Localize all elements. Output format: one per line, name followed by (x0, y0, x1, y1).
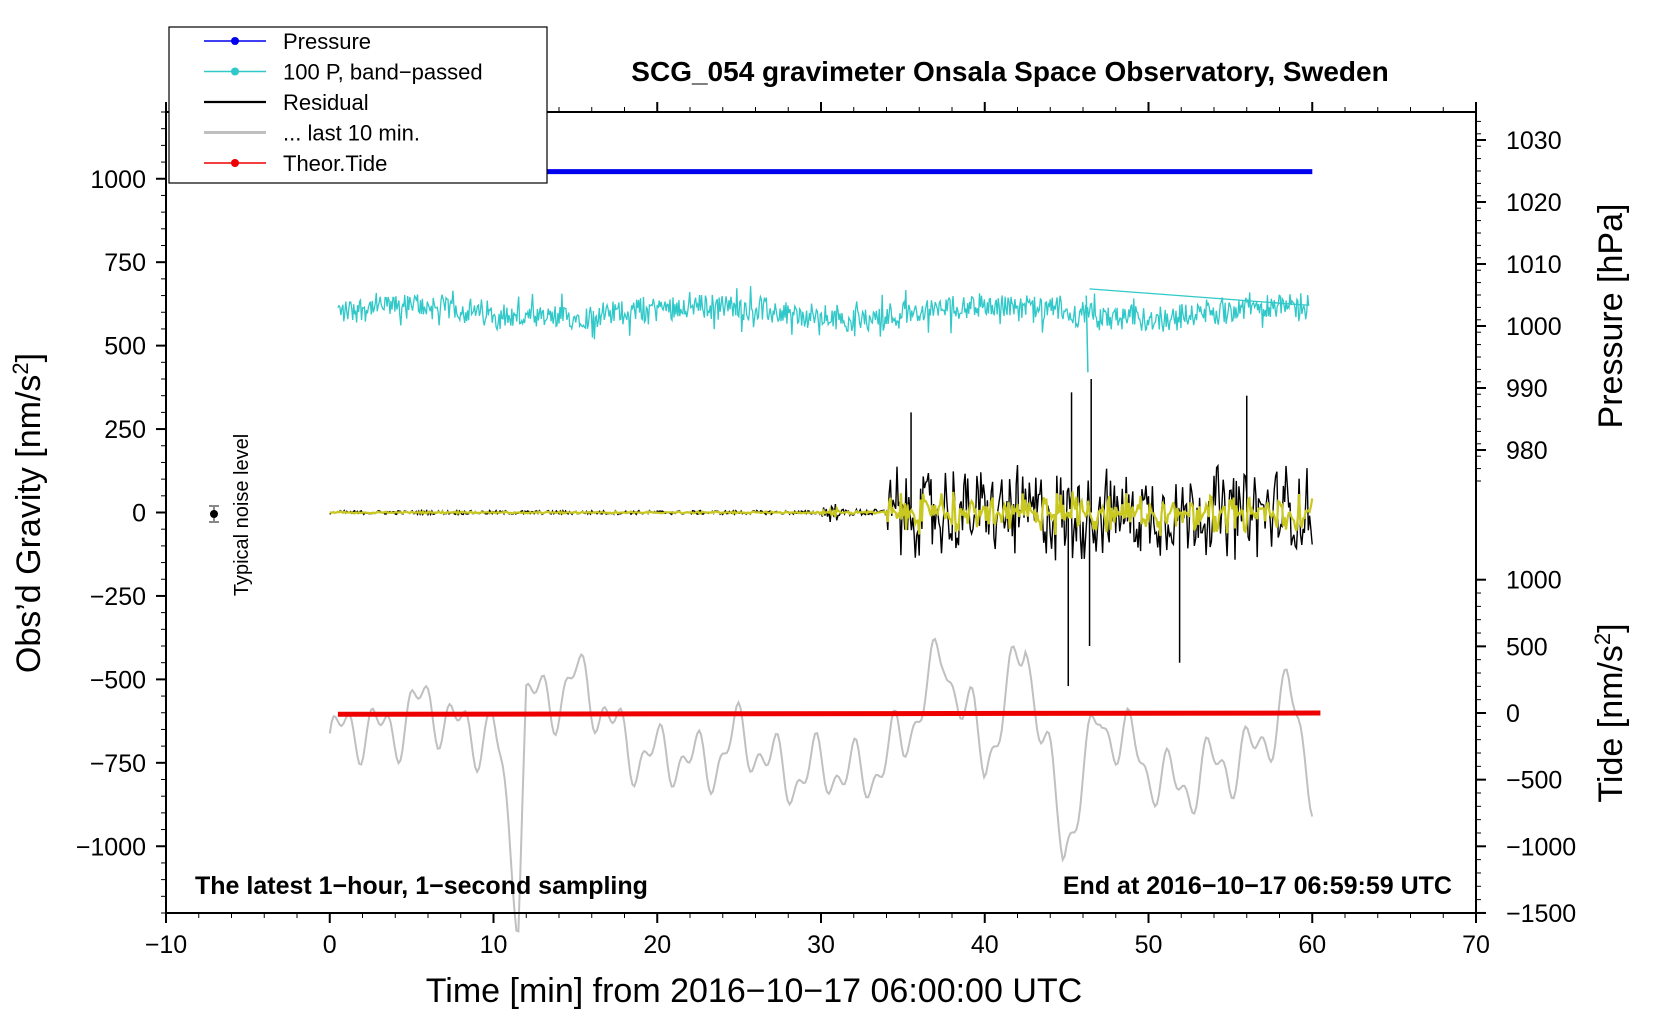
legend-label: Pressure (283, 29, 371, 54)
y-tick-label: 1000 (90, 166, 146, 194)
x-tick-label: 20 (643, 931, 671, 959)
chart-title: SCG_054 gravimeter Onsala Space Observat… (631, 56, 1388, 87)
tide-tick-label: −1000 (1506, 833, 1576, 861)
y-tick-label: 0 (132, 500, 146, 528)
legend-box (168, 26, 548, 184)
y-tick-label: 500 (104, 333, 146, 361)
x-tick-label: 50 (1135, 931, 1163, 959)
tide-axis-title: Tide [nm/s2] (1590, 623, 1631, 802)
band-passed-spike (1085, 295, 1089, 373)
tide-tick-label: 1000 (1506, 567, 1562, 595)
y-tick-label: −500 (90, 666, 146, 694)
legend-label: Theor.Tide (283, 151, 387, 176)
y-tick-label: −750 (90, 750, 146, 778)
x-tick-label: 30 (807, 931, 835, 959)
x-tick-label: 60 (1298, 931, 1326, 959)
y-tick-label: −250 (90, 583, 146, 611)
legend-label: ... last 10 min. (283, 121, 420, 146)
pressure-tick-label: 1000 (1506, 313, 1562, 341)
legend-label: 100 P, band−passed (283, 60, 483, 85)
legend: Pressure 100 P, band−passed Residual ... la… (168, 26, 548, 184)
end-time-note: End at 2016−10−17 06:59:59 UTC (1063, 872, 1452, 900)
x-tick-label: 40 (971, 931, 999, 959)
tide-tick-label: −1500 (1506, 900, 1576, 928)
noise-level-marker (209, 505, 219, 523)
tide-tick-label: −500 (1506, 767, 1562, 795)
y-tick-label: 250 (104, 416, 146, 444)
noise-level-label: Typical noise level (231, 434, 253, 596)
tide-tick-label: 0 (1506, 700, 1520, 728)
x-tick-label: 70 (1462, 931, 1490, 959)
x-tick-label: −10 (145, 931, 187, 959)
series-last-10-min (328, 637, 1314, 933)
sampling-note: The latest 1−hour, 1−second sampling (195, 872, 648, 900)
data-series (328, 169, 1321, 933)
tide-tick-label: 500 (1506, 633, 1548, 661)
pressure-axis-title: Pressure [hPa] (1592, 204, 1630, 429)
legend-marker (231, 159, 239, 167)
series-residual-smoothed (329, 491, 1314, 536)
pressure-tick-label: 1020 (1506, 189, 1562, 217)
y-tick-label: −1000 (76, 833, 146, 861)
legend-label: Residual (283, 90, 369, 115)
y-tick-label: 750 (104, 249, 146, 277)
pressure-tick-label: 980 (1506, 437, 1548, 465)
legend-marker (231, 37, 239, 45)
x-tick-label: 0 (323, 931, 337, 959)
x-tick-label: 10 (480, 931, 508, 959)
legend-marker (231, 67, 239, 76)
x-axis-title: Time [min] from 2016−10−17 06:00:00 UTC (426, 972, 1082, 1010)
series-band-passed (337, 286, 1310, 340)
pressure-tick-label: 1010 (1506, 251, 1562, 279)
y-axis-title-left: Obs’d Gravity [nm/s2] (8, 353, 49, 673)
series-theor-tide (337, 710, 1321, 717)
pressure-tick-label: 1030 (1506, 127, 1562, 155)
pressure-tick-label: 990 (1506, 375, 1548, 403)
axes: −10 0 10 20 30 40 50 60 7010007505002500−250−500… (76, 102, 1576, 959)
